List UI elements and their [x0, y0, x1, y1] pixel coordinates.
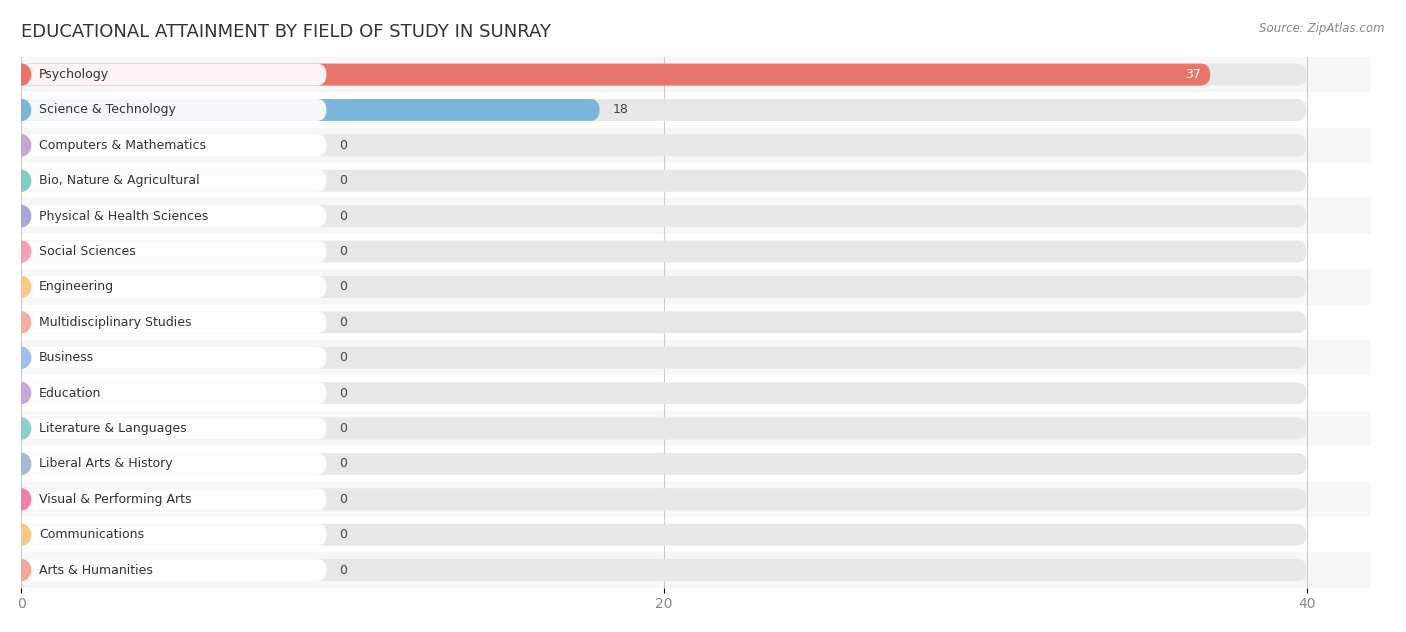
FancyBboxPatch shape: [21, 99, 599, 121]
FancyBboxPatch shape: [21, 64, 1211, 85]
Circle shape: [11, 99, 31, 121]
Text: Computers & Mathematics: Computers & Mathematics: [39, 139, 205, 152]
Circle shape: [11, 276, 31, 298]
Bar: [21, 517, 1371, 552]
Circle shape: [11, 489, 31, 510]
FancyBboxPatch shape: [21, 347, 326, 368]
Bar: [21, 128, 1371, 163]
Bar: [21, 375, 1371, 411]
Bar: [21, 92, 1371, 128]
Text: Communications: Communications: [39, 528, 143, 541]
Circle shape: [11, 241, 31, 262]
Text: Visual & Performing Arts: Visual & Performing Arts: [39, 493, 191, 506]
Text: Business: Business: [39, 351, 94, 364]
FancyBboxPatch shape: [21, 382, 326, 404]
Text: 0: 0: [339, 493, 347, 506]
Text: Psychology: Psychology: [39, 68, 108, 81]
FancyBboxPatch shape: [21, 312, 1306, 333]
Text: 0: 0: [339, 528, 347, 541]
FancyBboxPatch shape: [21, 524, 326, 545]
FancyBboxPatch shape: [21, 99, 1306, 121]
Bar: [21, 411, 1371, 446]
Bar: [21, 340, 1371, 375]
FancyBboxPatch shape: [21, 241, 1306, 262]
Text: Liberal Arts & History: Liberal Arts & History: [39, 458, 173, 470]
Text: Arts & Humanities: Arts & Humanities: [39, 564, 153, 576]
Text: 0: 0: [339, 245, 347, 258]
Circle shape: [11, 135, 31, 156]
FancyBboxPatch shape: [21, 135, 1306, 156]
Circle shape: [11, 559, 31, 581]
Text: Source: ZipAtlas.com: Source: ZipAtlas.com: [1260, 22, 1385, 35]
FancyBboxPatch shape: [21, 205, 1306, 227]
Circle shape: [11, 524, 31, 545]
FancyBboxPatch shape: [21, 347, 1306, 368]
FancyBboxPatch shape: [21, 64, 326, 85]
Text: Engineering: Engineering: [39, 281, 114, 293]
Circle shape: [11, 453, 31, 475]
Text: 0: 0: [339, 458, 347, 470]
Text: 0: 0: [339, 387, 347, 399]
Bar: [21, 446, 1371, 482]
Text: 0: 0: [339, 422, 347, 435]
Circle shape: [11, 347, 31, 368]
Text: Multidisciplinary Studies: Multidisciplinary Studies: [39, 316, 191, 329]
Bar: [21, 198, 1371, 234]
FancyBboxPatch shape: [21, 418, 326, 439]
FancyBboxPatch shape: [21, 170, 1306, 191]
FancyBboxPatch shape: [21, 276, 1306, 298]
Bar: [21, 234, 1371, 269]
Text: EDUCATIONAL ATTAINMENT BY FIELD OF STUDY IN SUNRAY: EDUCATIONAL ATTAINMENT BY FIELD OF STUDY…: [21, 23, 551, 42]
FancyBboxPatch shape: [21, 312, 326, 333]
Text: 37: 37: [1185, 68, 1201, 81]
FancyBboxPatch shape: [21, 559, 326, 581]
Text: 0: 0: [339, 210, 347, 222]
Text: 0: 0: [339, 281, 347, 293]
Circle shape: [11, 170, 31, 191]
Text: Literature & Languages: Literature & Languages: [39, 422, 187, 435]
FancyBboxPatch shape: [21, 241, 326, 262]
Text: Social Sciences: Social Sciences: [39, 245, 135, 258]
Bar: [21, 163, 1371, 198]
Bar: [21, 57, 1371, 92]
Text: 18: 18: [613, 104, 628, 116]
Circle shape: [11, 205, 31, 227]
FancyBboxPatch shape: [21, 382, 1306, 404]
Circle shape: [11, 64, 31, 85]
FancyBboxPatch shape: [21, 170, 326, 191]
Text: Physical & Health Sciences: Physical & Health Sciences: [39, 210, 208, 222]
Text: 0: 0: [339, 564, 347, 576]
FancyBboxPatch shape: [21, 559, 1306, 581]
Text: Science & Technology: Science & Technology: [39, 104, 176, 116]
Circle shape: [11, 312, 31, 333]
FancyBboxPatch shape: [21, 276, 326, 298]
Text: 0: 0: [339, 351, 347, 364]
Bar: [21, 305, 1371, 340]
FancyBboxPatch shape: [21, 453, 326, 475]
FancyBboxPatch shape: [21, 205, 326, 227]
FancyBboxPatch shape: [21, 489, 1306, 510]
FancyBboxPatch shape: [21, 489, 326, 510]
FancyBboxPatch shape: [21, 453, 1306, 475]
FancyBboxPatch shape: [21, 64, 1306, 85]
Bar: [21, 269, 1371, 305]
FancyBboxPatch shape: [21, 524, 1306, 545]
Text: 0: 0: [339, 139, 347, 152]
FancyBboxPatch shape: [21, 135, 326, 156]
FancyBboxPatch shape: [21, 418, 1306, 439]
Bar: [21, 482, 1371, 517]
Text: 0: 0: [339, 316, 347, 329]
Text: Education: Education: [39, 387, 101, 399]
Circle shape: [11, 382, 31, 404]
Bar: [21, 552, 1371, 588]
Text: Bio, Nature & Agricultural: Bio, Nature & Agricultural: [39, 174, 200, 187]
FancyBboxPatch shape: [21, 99, 326, 121]
Circle shape: [11, 418, 31, 439]
Text: 0: 0: [339, 174, 347, 187]
